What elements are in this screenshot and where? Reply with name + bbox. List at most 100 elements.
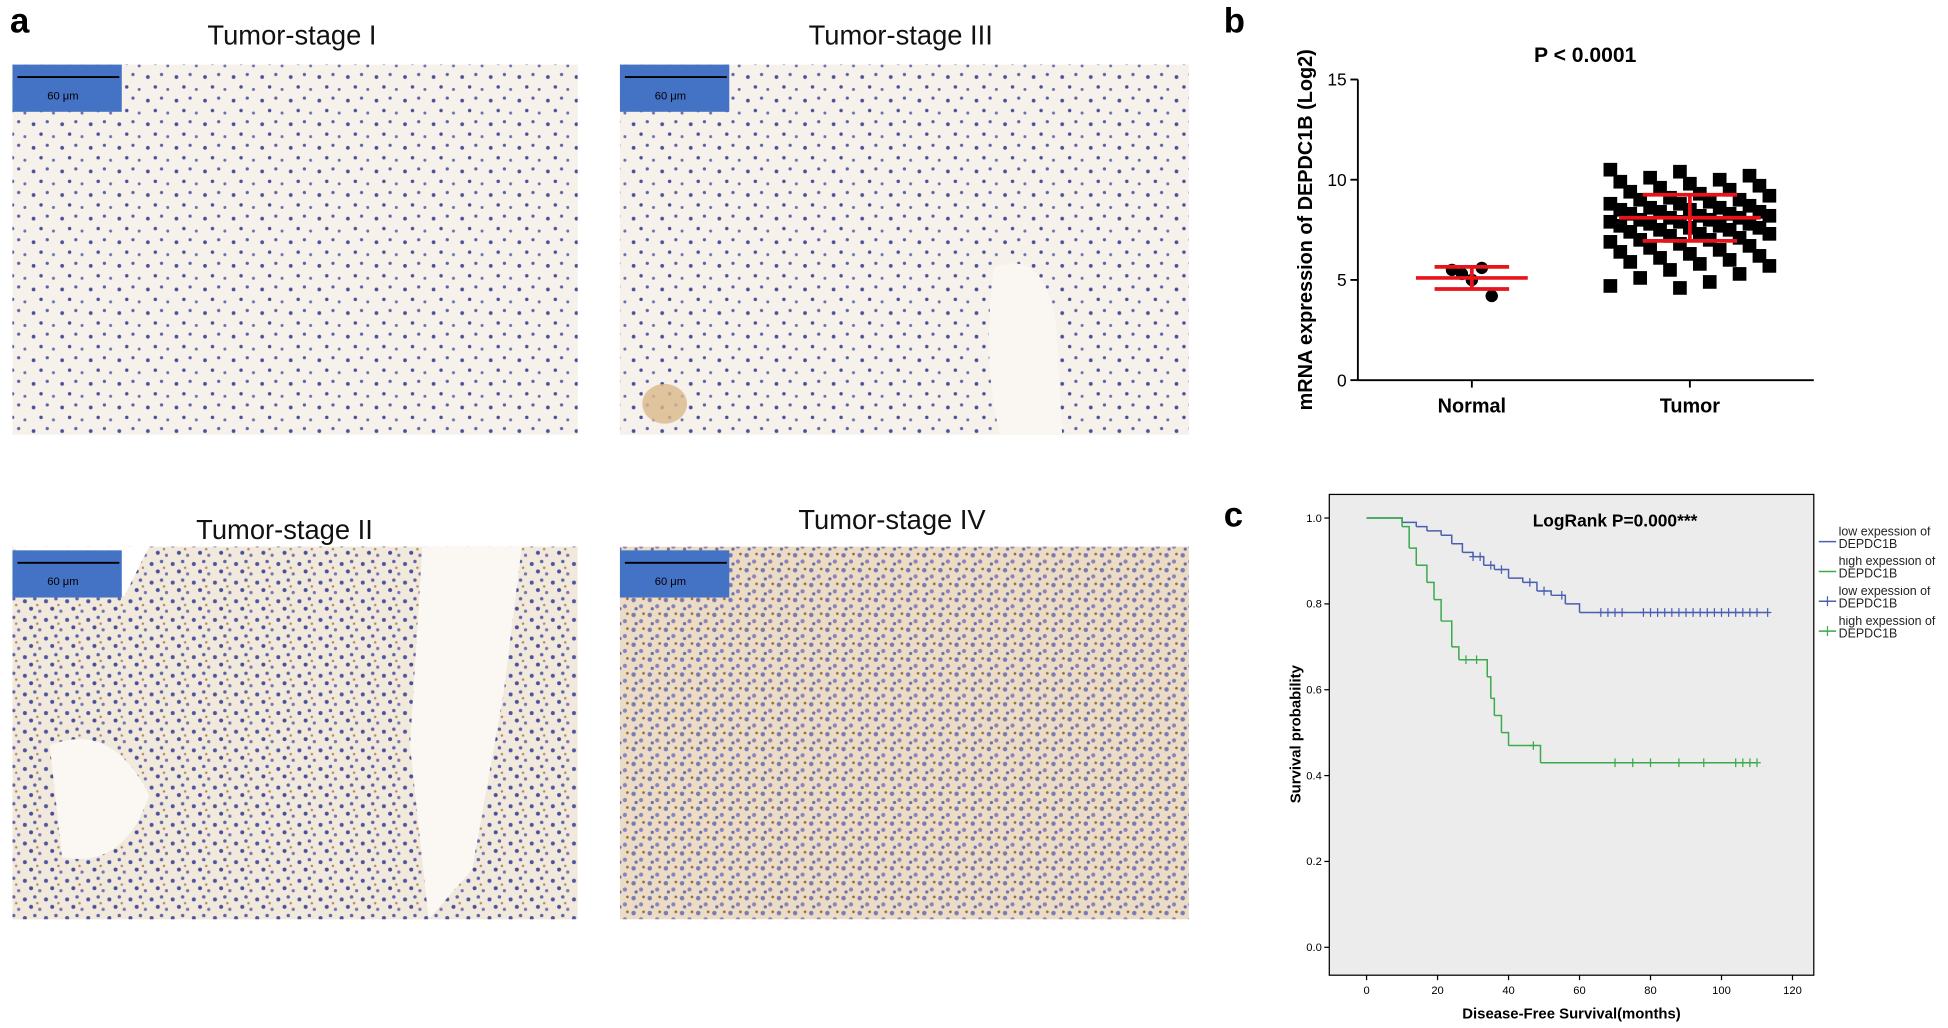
survival-step (1402, 521, 1418, 527)
y-tick-label: 5 (1337, 270, 1347, 290)
panel-label: c (1224, 497, 1243, 535)
data-point (1623, 255, 1638, 269)
censor-mark (1675, 608, 1683, 617)
censor-mark (1746, 608, 1754, 617)
censor-mark (1675, 758, 1683, 768)
micrograph: 60 μm Tumor-stage IV (619, 504, 1189, 920)
scale-bar: 60 μm (655, 576, 686, 588)
x-tick-label: 40 (1502, 985, 1514, 997)
micrograph: 60 μm Tumor-stage II (12, 514, 578, 920)
y-tick-label: 0.6 (1306, 684, 1322, 696)
data-point (1673, 164, 1687, 179)
censor-mark (1597, 608, 1605, 617)
data-point (1762, 208, 1777, 223)
survival-step (1441, 534, 1453, 544)
data-point (1633, 271, 1648, 285)
censor-mark (1710, 608, 1719, 617)
survival-step (1409, 547, 1418, 566)
censor-mark (1604, 608, 1612, 617)
survival-step (1451, 646, 1460, 660)
survival-plot: LogRank P=0.000*** Disease-Free Survival(… (1289, 493, 1936, 1023)
censor-mark (1696, 608, 1704, 617)
data-point (1762, 227, 1777, 241)
censor-mark (1558, 590, 1566, 600)
data-point (1653, 251, 1667, 265)
image-title: Tumor-stage I (207, 20, 376, 51)
scale-bar: 60 μm (47, 90, 78, 102)
legend-entry: high expession of DEPDC1B (1838, 556, 1936, 582)
plot-area (1328, 493, 1815, 976)
censor-mark (1682, 608, 1690, 617)
data-point (1732, 267, 1747, 281)
censor-mark (1668, 608, 1676, 617)
survival-step (1416, 525, 1428, 531)
censor-mark (1724, 608, 1733, 617)
censor-mark (1469, 552, 1477, 562)
panel-label: a (10, 2, 30, 40)
censor-mark (1497, 565, 1506, 574)
micrograph: 60 μm Tumor-stage I (12, 20, 578, 435)
data-point (1702, 275, 1717, 289)
censor-mark (1763, 608, 1772, 617)
survival-step (1426, 581, 1435, 600)
data-point (1692, 257, 1707, 271)
censor-mark (1731, 758, 1740, 768)
data-point (1673, 281, 1687, 295)
survival-step (1487, 676, 1492, 699)
censor-mark (1487, 560, 1495, 570)
data-point (1722, 253, 1737, 267)
y-axis-label: Survival probability (1289, 664, 1305, 803)
x-tick-label: 20 (1431, 985, 1443, 997)
x-tick-label: 0 (1363, 985, 1369, 997)
data-point (1663, 263, 1677, 277)
censor-mark (1646, 608, 1655, 617)
image-title: Tumor-stage IV (798, 504, 986, 535)
error-bar (1434, 265, 1510, 291)
survival-step (1366, 517, 1403, 527)
censor-mark (1629, 758, 1637, 768)
y-tick-label: 15 (1327, 70, 1346, 90)
censor-mark (1618, 608, 1626, 617)
censor-mark (1739, 758, 1747, 768)
scale-bar: 60 μm (655, 90, 686, 102)
data-point (1762, 259, 1777, 273)
y-tick-label: 1.0 (1306, 513, 1322, 525)
survival-step (1501, 731, 1510, 746)
censor-mark (1472, 655, 1481, 665)
censor-mark (1739, 608, 1747, 617)
y-axis-label: mRNA expression of DEPDC1B (Log2) (1295, 49, 1317, 410)
x-tick-label: 100 (1712, 985, 1731, 997)
censor-mark (1700, 758, 1708, 768)
survival-step (1494, 714, 1503, 733)
censor-mark (1753, 608, 1761, 617)
x-tick-label: 60 (1573, 985, 1585, 997)
legend-label: high expession of DEPDC1B (1838, 616, 1936, 642)
survival-step (1402, 525, 1410, 549)
data-point (1485, 289, 1498, 303)
survival-step (1434, 598, 1442, 622)
survival-step (1508, 577, 1524, 583)
chart-title: LogRank P=0.000*** (1533, 511, 1698, 531)
x-axis-label: Disease-Free Survival(months) (1462, 1007, 1681, 1023)
censor-mark (1462, 655, 1470, 665)
x-tick-label: 80 (1644, 985, 1656, 997)
survival-step (1565, 603, 1581, 613)
censor-mark (1746, 758, 1754, 768)
y-tick-label: 0.4 (1306, 770, 1322, 782)
survival-step (1441, 620, 1453, 647)
error-bar (1642, 192, 1738, 243)
panel-label: b (1224, 2, 1245, 40)
y-tick-label: 0.0 (1306, 942, 1322, 954)
censor-mark (1611, 608, 1619, 617)
image-title: Tumor-stage II (196, 514, 373, 545)
censor-mark (1689, 608, 1697, 617)
y-tick-label: 10 (1327, 170, 1346, 190)
x-tick-label: Normal (1438, 395, 1506, 417)
legend-entry: high expession of DEPDC1B (1838, 616, 1936, 642)
censor-mark (1611, 758, 1619, 768)
censor-mark (1653, 608, 1662, 617)
censor-mark (1753, 758, 1761, 768)
legend-label: high expession of DEPDC1B (1838, 556, 1936, 582)
data-point (1603, 279, 1618, 293)
